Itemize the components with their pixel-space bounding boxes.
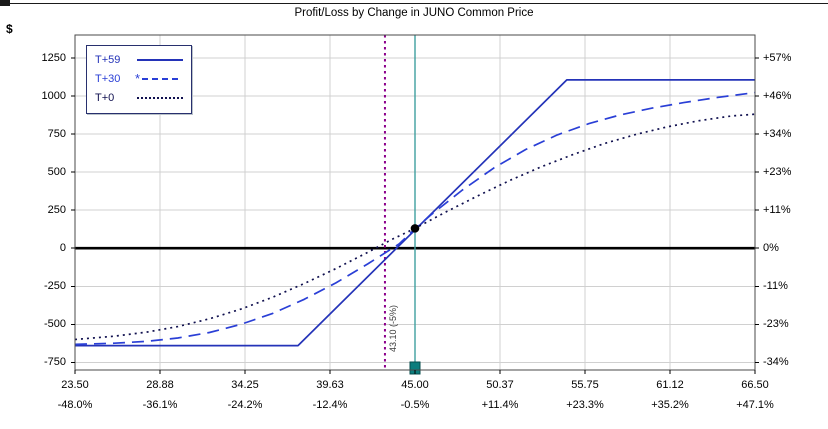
- legend-line-sample-solid: [137, 58, 183, 61]
- y-tick-dollar-label: 0: [59, 242, 66, 255]
- legend-item-t59: T+59: [95, 50, 183, 69]
- x-tick-percent-label: -48.0%: [57, 399, 93, 411]
- y-tick-percent-label: -23%: [763, 318, 789, 331]
- y-tick-percent-label: +23%: [763, 166, 792, 179]
- x-tick-price-label: 45.00: [401, 379, 429, 391]
- chart-title: Profit/Loss by Change in JUNO Common Pri…: [294, 7, 534, 19]
- x-tick-percent-label: -24.2%: [227, 399, 263, 411]
- x-tick-percent-label: -36.1%: [142, 399, 178, 411]
- legend-item-t30: T+30 *: [95, 69, 183, 88]
- x-tick-price-label: 23.50: [61, 379, 89, 391]
- x-tick-price-label: 61.12: [656, 379, 684, 391]
- panel-corner-mark: [0, 0, 10, 6]
- x-tick-price-label: 34.25: [231, 379, 259, 391]
- x-tick-percent-label: -0.5%: [400, 399, 430, 411]
- legend-line-sample-dotted: [137, 96, 183, 99]
- legend-item-t0: T+0: [95, 88, 183, 107]
- y-tick-dollar-label: -250: [43, 280, 66, 293]
- y-tick-dollar-label: 500: [47, 166, 66, 179]
- current-price-dot: [410, 224, 420, 233]
- x-tick-price-label: 28.88: [146, 379, 174, 391]
- legend-label-t30: T+30: [95, 72, 121, 85]
- y-tick-percent-label: -11%: [763, 280, 788, 293]
- y-tick-percent-label: +34%: [763, 127, 792, 140]
- y-tick-dollar-label: -750: [43, 356, 66, 369]
- y-tick-percent-label: +11%: [763, 204, 791, 217]
- x-tick-percent-label: +11.4%: [481, 399, 519, 411]
- x-tick-percent-label: -12.4%: [312, 399, 348, 411]
- x-tick-price-label: 39.63: [316, 379, 344, 391]
- y-tick-dollar-label: 750: [47, 127, 66, 140]
- legend-marker-star-icon: *: [135, 70, 141, 86]
- y-tick-percent-label: +57%: [763, 51, 792, 64]
- legend-label-t59: T+59: [95, 53, 121, 66]
- x-tick-percent-label: +35.2%: [651, 399, 689, 411]
- y-tick-percent-label: -34%: [763, 356, 789, 369]
- x-tick-price-label: 55.75: [571, 379, 599, 391]
- y-tick-dollar-label: 1000: [41, 89, 66, 102]
- y-axis-unit-label: $: [6, 22, 13, 36]
- y-tick-percent-label: +46%: [763, 89, 792, 102]
- y-tick-dollar-label: -500: [43, 318, 66, 331]
- x-tick-price-label: 50.37: [486, 379, 514, 391]
- x-tick-percent-label: +47.1%: [736, 399, 774, 411]
- legend-label-t0: T+0: [95, 91, 115, 104]
- panel-top-border: [0, 3, 828, 4]
- legend-line-sample-dashed: [142, 77, 179, 80]
- y-tick-dollar-label: 1250: [41, 51, 66, 64]
- y-tick-percent-label: 0%: [763, 242, 779, 255]
- y-tick-dollar-label: 250: [47, 204, 66, 217]
- legend: T+59 T+30 * T+0: [86, 45, 192, 114]
- price-target-annotation: 43.10 (-5%): [388, 305, 398, 352]
- x-tick-price-label: 66.50: [741, 379, 769, 391]
- x-tick-percent-label: +23.3%: [566, 399, 604, 411]
